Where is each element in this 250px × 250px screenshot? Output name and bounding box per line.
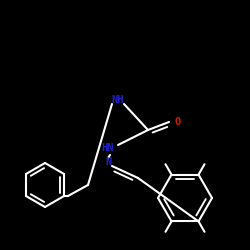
Text: HN: HN xyxy=(102,143,114,153)
Text: O: O xyxy=(175,117,181,127)
Text: N: N xyxy=(105,157,111,167)
Text: NH: NH xyxy=(112,95,124,105)
